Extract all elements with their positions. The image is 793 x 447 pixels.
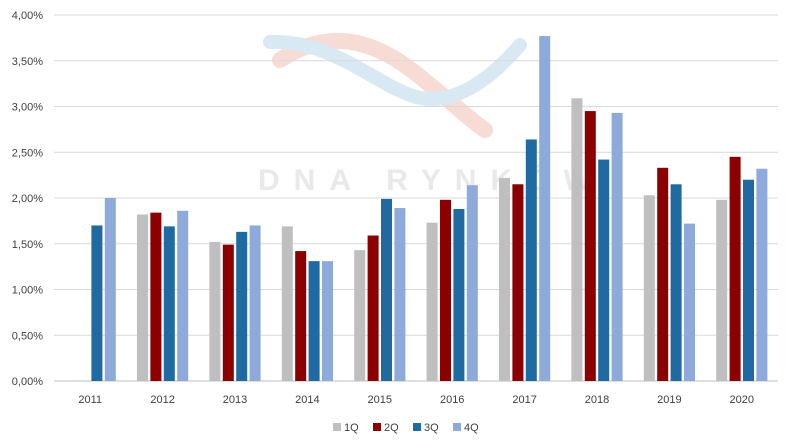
bar-2012-4Q bbox=[177, 210, 189, 381]
bar-2016-3Q bbox=[453, 208, 465, 381]
bar-2017-1Q bbox=[499, 177, 510, 381]
y-tick-label: 2,00% bbox=[12, 193, 43, 205]
bar-2013-4Q bbox=[249, 225, 261, 381]
x-tick-label: 2018 bbox=[585, 394, 609, 406]
bar-2017-2Q bbox=[512, 184, 524, 381]
bar-2018-2Q bbox=[584, 111, 596, 381]
bar-2013-3Q bbox=[236, 231, 248, 381]
x-tick-label: 2011 bbox=[78, 394, 102, 406]
y-tick-label: 0,00% bbox=[12, 376, 43, 388]
bar-2013-2Q bbox=[222, 244, 234, 381]
y-tick-label: 3,00% bbox=[12, 102, 43, 114]
y-tick-label: 4,00% bbox=[12, 10, 43, 22]
bar-2017-4Q bbox=[539, 36, 551, 382]
bar-2019-4Q bbox=[684, 223, 695, 381]
legend-swatch-1Q bbox=[333, 423, 341, 431]
y-axis-ticks: 0,00% 0,50% 1,00% 1,50% 2,00% 2,50% 3,00% 3,50%… bbox=[12, 10, 43, 388]
x-tick-label: 2016 bbox=[440, 394, 464, 406]
y-tick-label: 1,00% bbox=[12, 285, 43, 297]
x-tick-label: 2012 bbox=[150, 394, 174, 406]
bar-2018-3Q bbox=[598, 159, 610, 381]
bar-2014-4Q bbox=[322, 261, 333, 381]
bar-2014-1Q bbox=[281, 226, 293, 381]
bar-2012-3Q bbox=[163, 226, 175, 381]
bar-2015-1Q bbox=[354, 250, 366, 381]
bar-2013-1Q bbox=[209, 241, 221, 381]
x-tick-label: 2017 bbox=[512, 394, 536, 406]
bar-2016-1Q bbox=[426, 222, 438, 381]
x-axis-ticks: 2011 2012 2013 2014 2015 2016 2017 2018 2019 2020 bbox=[78, 394, 754, 406]
bar-2014-2Q bbox=[295, 251, 307, 381]
legend-swatch-2Q bbox=[373, 423, 381, 431]
legend-swatch-4Q bbox=[453, 423, 461, 431]
y-tick-label: 2,50% bbox=[12, 147, 43, 159]
bar-2018-1Q bbox=[571, 98, 583, 381]
bar-2020-1Q bbox=[716, 199, 728, 381]
legend-label-1Q: 1Q bbox=[344, 422, 359, 434]
legend-swatch-3Q bbox=[413, 423, 421, 431]
x-tick-label: 2019 bbox=[657, 394, 681, 406]
x-tick-label: 2015 bbox=[368, 394, 392, 406]
bar-2015-4Q bbox=[394, 208, 406, 381]
watermark: DNA RYNKÓW bbox=[258, 32, 606, 197]
bar-2017-3Q bbox=[525, 139, 537, 381]
watermark-logo-swoosh-red bbox=[272, 32, 493, 138]
bar-2011-4Q bbox=[104, 198, 116, 381]
bar-2020-3Q bbox=[743, 179, 754, 381]
legend-label-4Q: 4Q bbox=[464, 422, 479, 434]
x-tick-label: 2014 bbox=[295, 394, 319, 406]
legend-label-2Q: 2Q bbox=[384, 422, 399, 434]
bar-2019-2Q bbox=[657, 167, 669, 381]
bar-2019-3Q bbox=[670, 184, 682, 381]
y-tick-label: 3,50% bbox=[12, 56, 43, 68]
x-tick-label: 2020 bbox=[730, 394, 754, 406]
bar-2011-3Q bbox=[91, 225, 103, 381]
bar-2015-3Q bbox=[381, 198, 392, 381]
bar-2016-4Q bbox=[466, 185, 478, 381]
bar-2018-4Q bbox=[611, 112, 623, 381]
bar-2016-2Q bbox=[440, 199, 451, 381]
x-tick-label: 2013 bbox=[223, 394, 247, 406]
bar-2012-1Q bbox=[137, 214, 148, 381]
legend-label-3Q: 3Q bbox=[424, 422, 439, 434]
bar-2019-1Q bbox=[643, 195, 655, 381]
bar-2012-2Q bbox=[150, 212, 162, 381]
watermark-logo-swoosh-blue bbox=[263, 34, 527, 106]
legend: 1Q 2Q 3Q 4Q bbox=[333, 422, 479, 434]
bar-2020-4Q bbox=[756, 168, 768, 381]
watermark-text: DNA RYNKÓW bbox=[258, 163, 606, 197]
bar-2020-2Q bbox=[729, 156, 741, 381]
bars bbox=[91, 36, 768, 382]
bar-2014-3Q bbox=[308, 261, 320, 381]
bar-2015-2Q bbox=[367, 235, 379, 381]
y-tick-label: 1,50% bbox=[12, 239, 43, 251]
y-tick-label: 0,50% bbox=[12, 330, 43, 342]
